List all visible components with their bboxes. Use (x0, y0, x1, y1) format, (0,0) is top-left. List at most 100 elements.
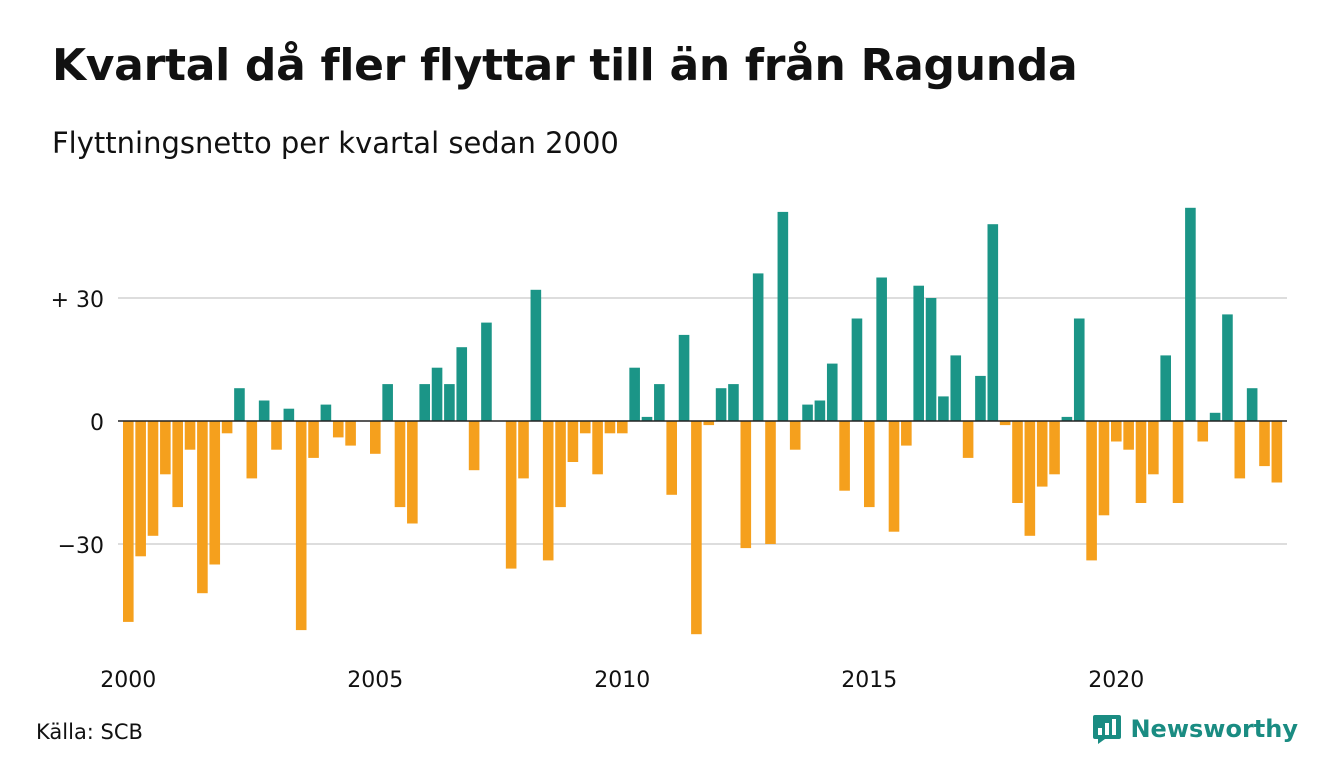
bar-chart: + 30 0 −30 2000 2005 2010 2015 2020 (51, 207, 1287, 693)
bar (567, 421, 579, 462)
bar (950, 355, 962, 421)
bar (777, 211, 789, 421)
bar (271, 421, 282, 450)
bar (234, 388, 245, 421)
bar (258, 400, 270, 421)
bar (542, 421, 554, 561)
bar (802, 404, 813, 421)
bar (370, 421, 381, 454)
bar (1209, 412, 1221, 421)
bar (962, 421, 974, 458)
bar (925, 298, 937, 421)
bar (913, 285, 924, 421)
bar (295, 421, 307, 631)
x-tick-label: 2020 (1088, 668, 1144, 693)
bar (740, 421, 752, 549)
bar (320, 404, 332, 421)
bar (629, 367, 640, 421)
bar (160, 421, 171, 475)
bar (197, 421, 208, 594)
bar (135, 421, 146, 557)
bar (592, 421, 603, 475)
bar (975, 375, 986, 421)
bar (1197, 421, 1209, 442)
bar (481, 322, 492, 421)
bar (407, 421, 418, 524)
bar (209, 421, 221, 565)
bar (1246, 388, 1258, 421)
bar (345, 421, 356, 446)
bar (1135, 421, 1147, 503)
bar (1049, 421, 1060, 475)
bar (518, 421, 529, 479)
brand-logo: Newsworthy (1092, 713, 1298, 745)
bar (246, 421, 258, 479)
bar (789, 421, 801, 450)
bar (555, 421, 566, 508)
source-note: Källa: SCB (36, 720, 143, 744)
bar (456, 347, 468, 421)
x-tick-label: 2015 (841, 668, 897, 693)
bar (678, 334, 690, 421)
bar (123, 421, 134, 622)
bar (888, 421, 900, 532)
bar (1012, 421, 1023, 503)
x-tick-label: 2005 (347, 668, 403, 693)
bar (579, 421, 591, 434)
bar (1160, 355, 1171, 421)
bar (394, 421, 406, 508)
bar (765, 421, 776, 544)
bar (221, 421, 233, 434)
bar (147, 421, 159, 536)
bar (752, 273, 764, 421)
bar (1185, 207, 1196, 421)
bar (184, 421, 196, 450)
bar (1036, 421, 1048, 487)
bar (530, 289, 542, 421)
bar (1024, 421, 1036, 536)
bar (382, 384, 393, 421)
bar (1172, 421, 1184, 503)
y-tick-label: + 30 (51, 288, 104, 313)
bar (703, 421, 715, 426)
bar (901, 421, 912, 446)
bar (172, 421, 183, 508)
bar (851, 318, 863, 421)
bar (654, 384, 665, 421)
bar (1061, 416, 1073, 421)
bar (1098, 421, 1110, 516)
bar (505, 421, 517, 569)
bar (308, 421, 319, 458)
chart-title: Kvartal då fler flyttar till än från Rag… (52, 40, 1078, 91)
x-tick-label: 2010 (594, 668, 650, 693)
bar (617, 421, 628, 434)
bar (826, 363, 838, 421)
bar (604, 421, 616, 434)
bar (666, 421, 677, 495)
bar (444, 384, 455, 421)
bar (839, 421, 850, 491)
bar (728, 384, 739, 421)
bar (715, 388, 727, 421)
bar (876, 277, 887, 421)
bar (1148, 421, 1159, 475)
bar (1073, 318, 1085, 421)
bar (1259, 421, 1270, 467)
bar (864, 421, 875, 508)
bar (987, 224, 999, 421)
y-tick-label: −30 (58, 534, 104, 559)
bar (1086, 421, 1097, 561)
bar (1234, 421, 1246, 479)
bar (1222, 314, 1233, 421)
bar (1271, 421, 1283, 483)
bar (431, 367, 443, 421)
bar (641, 416, 653, 421)
chart-subtitle: Flyttningsnetto per kvartal sedan 2000 (52, 126, 619, 160)
bar (938, 396, 949, 421)
bar (283, 408, 295, 421)
bar (468, 421, 480, 471)
y-tick-label: 0 (90, 411, 104, 436)
bar (419, 384, 430, 421)
x-tick-label: 2000 (100, 668, 156, 693)
bar (999, 421, 1011, 426)
